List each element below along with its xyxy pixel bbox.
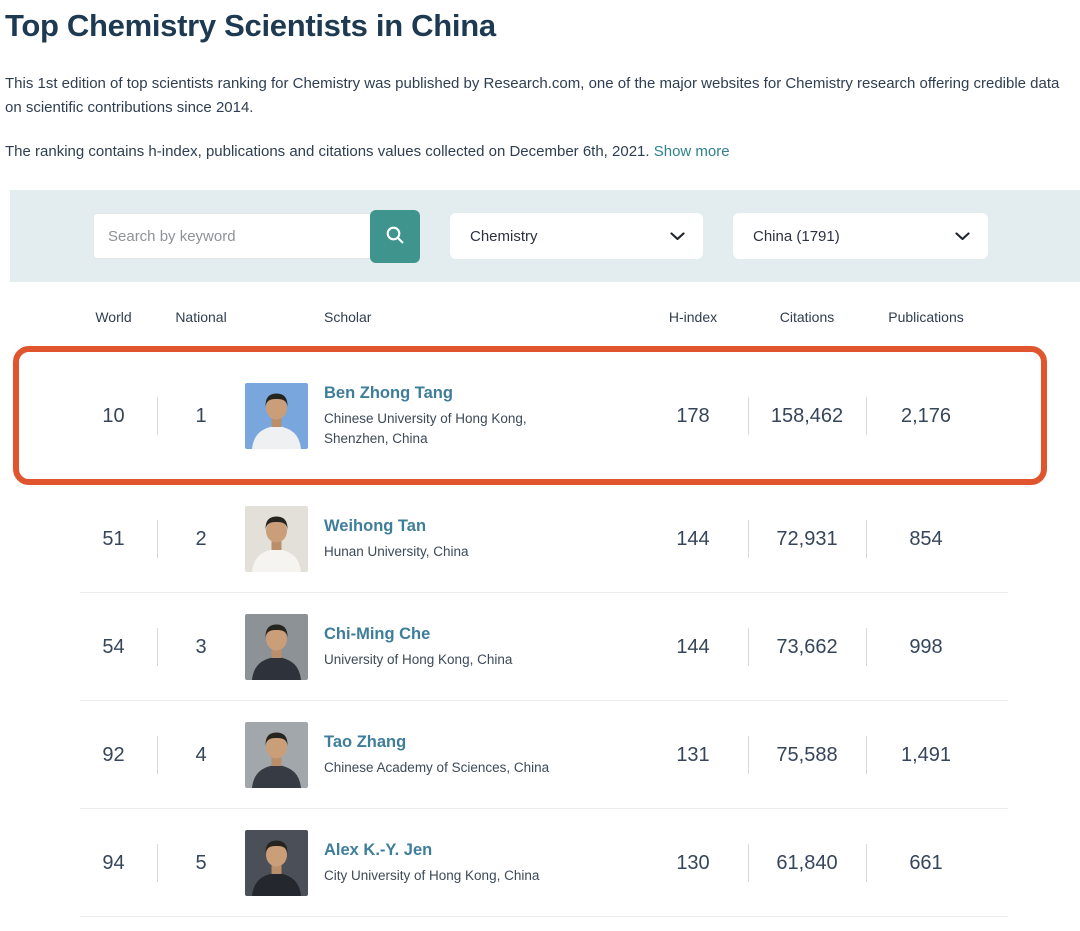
country-dropdown-value: China (1791) <box>753 227 840 245</box>
national-rank: 1 <box>157 405 245 428</box>
search-input[interactable] <box>93 213 370 260</box>
scholar-name-link[interactable]: Ben Zhong Tang <box>324 384 453 403</box>
show-more-link[interactable]: Show more <box>653 142 730 160</box>
table-header-row: World National Scholar H-index Citations… <box>10 287 1080 347</box>
scholar-text: Tao Zhang Chinese Academy of Sciences, C… <box>324 733 549 778</box>
chevron-down-icon <box>670 228 685 245</box>
publications-value: 1,491 <box>866 744 986 767</box>
discipline-dropdown-value: Chemistry <box>470 227 538 245</box>
scholar-name-link[interactable]: Tao Zhang <box>324 733 407 752</box>
world-rank: 54 <box>102 635 125 658</box>
filter-bar: Chemistry China (1791) <box>10 190 1080 283</box>
publications-value: 2,176 <box>866 405 986 428</box>
table-row: 54 3 Chi-Ming Che University of Hong Kon… <box>10 593 1080 702</box>
citations-value: 72,931 <box>748 528 866 551</box>
citations-value: 61,840 <box>748 852 866 875</box>
column-header-publications: Publications <box>888 309 964 326</box>
scholar-affiliation: Hunan University, China <box>324 544 469 560</box>
scholar-name-link[interactable]: Weihong Tan <box>324 517 427 536</box>
scholar-text: Chi-Ming Che University of Hong Kong, Ch… <box>324 625 512 670</box>
column-header-world: World <box>95 309 132 326</box>
scientists-table: World National Scholar H-index Citations… <box>10 287 1080 918</box>
table-body: 10 1 Ben Zhong Tang Chinese University o… <box>10 346 1080 918</box>
world-rank: 10 <box>102 404 125 427</box>
scholar-photo <box>245 506 308 573</box>
h-index-value: 144 <box>676 527 710 550</box>
scholar-affiliation: Chinese University of Hong Kong, Shenzhe… <box>324 411 527 446</box>
scholar-cell: Ben Zhong Tang Chinese University of Hon… <box>245 383 638 450</box>
scholar-name-link[interactable]: Chi-Ming Che <box>324 625 431 644</box>
national-rank: 4 <box>157 744 245 767</box>
scholar-cell: Tao Zhang Chinese Academy of Sciences, C… <box>245 722 638 789</box>
scholar-text: Ben Zhong Tang Chinese University of Hon… <box>324 384 576 448</box>
column-header-national: National <box>175 309 227 326</box>
h-index-value: 130 <box>676 851 710 874</box>
search-group <box>93 209 420 263</box>
world-rank: 92 <box>102 743 125 766</box>
discipline-dropdown[interactable]: Chemistry <box>450 213 703 260</box>
scholar-text: Weihong Tan Hunan University, China <box>324 517 469 562</box>
national-rank: 3 <box>157 636 245 659</box>
publications-value: 661 <box>866 852 986 875</box>
world-rank: 51 <box>102 527 125 550</box>
national-rank: 2 <box>157 528 245 551</box>
table-row: 94 5 Alex K.-Y. Jen City University of H… <box>10 809 1080 918</box>
chevron-down-icon <box>955 228 970 245</box>
scholar-photo <box>245 722 308 789</box>
publications-value: 998 <box>866 636 986 659</box>
citations-value: 73,662 <box>748 636 866 659</box>
scholar-photo <box>245 830 308 897</box>
national-rank: 5 <box>157 852 245 875</box>
scholar-name-link[interactable]: Alex K.-Y. Jen <box>324 841 433 860</box>
scholar-photo <box>245 383 308 450</box>
scholar-affiliation: Chinese Academy of Sciences, China <box>324 760 550 776</box>
h-index-value: 131 <box>676 743 710 766</box>
column-header-h-index: H-index <box>668 309 718 326</box>
scholar-cell: Chi-Ming Che University of Hong Kong, Ch… <box>245 614 638 681</box>
table-row: 10 1 Ben Zhong Tang Chinese University o… <box>10 346 1080 486</box>
world-rank: 94 <box>102 851 125 874</box>
intro-text: This 1st edition of top scientists ranki… <box>5 75 1060 116</box>
scholar-cell: Alex K.-Y. Jen City University of Hong K… <box>245 830 638 897</box>
scholar-affiliation: City University of Hong Kong, China <box>324 868 540 884</box>
citations-value: 158,462 <box>748 405 866 428</box>
search-icon <box>384 224 406 249</box>
ranking-note-text: The ranking contains h-index, publicatio… <box>5 142 650 160</box>
page-title: Top Chemistry Scientists in China <box>5 8 496 43</box>
table-row: 51 2 Weihong Tan Hunan University, China… <box>10 485 1080 594</box>
h-index-value: 178 <box>676 404 710 427</box>
column-header-citations: Citations <box>779 309 835 326</box>
country-dropdown[interactable]: China (1791) <box>733 213 988 260</box>
scholar-cell: Weihong Tan Hunan University, China <box>245 506 638 573</box>
citations-value: 75,588 <box>748 744 866 767</box>
page-header: Top Chemistry Scientists in China This 1… <box>0 0 1080 163</box>
scholar-text: Alex K.-Y. Jen City University of Hong K… <box>324 841 539 886</box>
ranking-note: The ranking contains h-index, publicatio… <box>5 141 1072 164</box>
scholar-affiliation: University of Hong Kong, China <box>324 652 513 668</box>
search-button[interactable] <box>370 209 420 263</box>
publications-value: 854 <box>866 528 986 551</box>
h-index-value: 144 <box>676 635 710 658</box>
column-header-scholar: Scholar <box>324 309 372 326</box>
table-row: 92 4 Tao Zhang Chinese Academy of Scienc… <box>10 701 1080 810</box>
scholar-photo <box>245 614 308 681</box>
